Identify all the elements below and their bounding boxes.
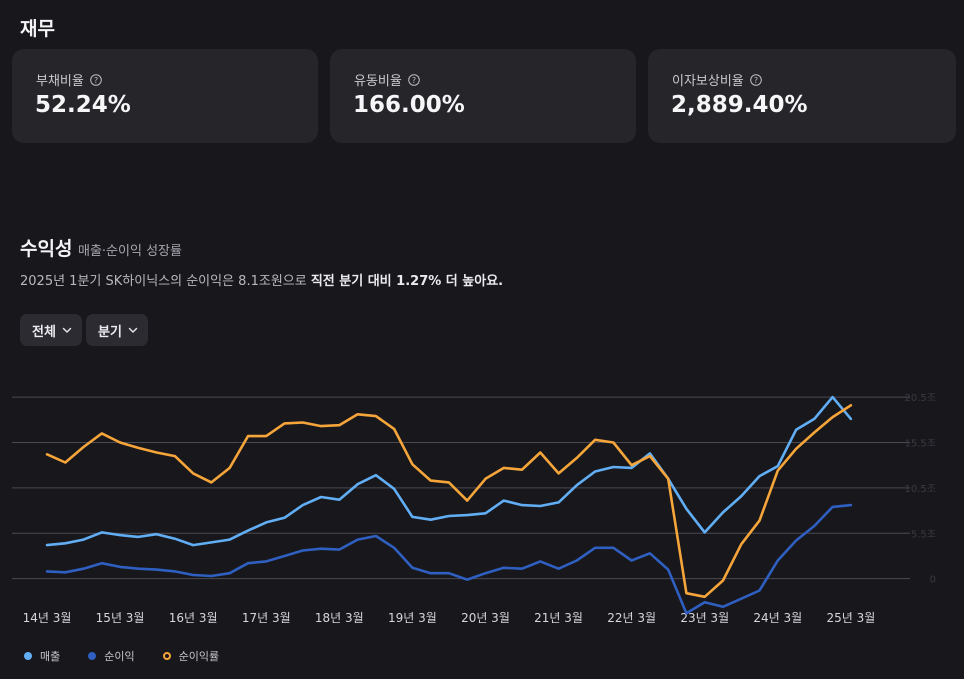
x-tick-label: 17년 3월 [242,611,291,625]
description-highlight: 직전 분기 대비 1.27% 더 높아요. [310,274,504,289]
chevron-down-icon [62,327,72,333]
help-icon[interactable]: ? [749,73,762,86]
help-icon[interactable]: ? [408,73,420,86]
series-line-net-income[interactable] [45,503,853,615]
revenue-dot-icon [24,652,32,660]
x-tick-label: 15년 3월 [96,611,145,625]
legend-item-net-income[interactable]: 순이익 [88,648,135,664]
help-icon[interactable]: ? [90,73,102,86]
x-tick-label: 18년 3월 [315,611,364,625]
profitability-description: 2025년 1분기 SK하이닉스의 순이익은 8.1조원으로 직전 분기 대비 … [20,270,503,289]
legend-label-net-income: 순이익 [104,650,135,663]
y-tick-label: 15.5조 [905,438,936,449]
y-tick-label: 5.5조 [911,529,936,540]
description-text: 2025년 1분기 SK하이닉스의 순이익은 8.1조원으로 [20,274,311,289]
debt-ratio-card: 부채비율 ? 52.24% [12,49,318,143]
svg-text:?: ? [412,76,416,85]
chevron-down-icon [128,327,138,333]
scope-dropdown-label: 전체 [32,324,56,340]
chart-gridlines [12,396,910,580]
legend-label-net-margin: 순이익률 [178,650,220,663]
net-income-dot-icon [88,652,97,660]
chart-y-ticks: 20.5조 15.5조 10.5조 5.5조 0 [905,393,936,586]
svg-text:?: ? [754,76,758,85]
legend-item-revenue[interactable]: 매출 [24,648,60,664]
period-dropdown-label: 분기 [98,324,122,340]
current-ratio-card: 유동비율 ? 166.00% [330,49,636,143]
finance-section-title: 재무 [20,18,55,40]
y-tick-label: 10.5조 [905,484,936,495]
chart-series [45,395,853,615]
profitability-title: 수익성 [20,238,73,260]
current-ratio-label: 유동비율 [354,74,402,89]
x-tick-label: 21년 3월 [534,611,583,625]
debt-ratio-value: 52.24% [35,92,131,118]
x-tick-label: 14년 3월 [23,611,72,625]
x-tick-label: 16년 3월 [169,611,218,625]
legend-item-net-margin[interactable]: 순이익률 [162,648,220,664]
svg-text:?: ? [94,76,98,85]
scope-dropdown[interactable]: 전체 [20,314,82,346]
profitability-subtitle: 매출·순이익 성장률 [78,244,182,259]
net-margin-ring-icon [162,652,171,660]
interest-coverage-label: 이자보상비율 [672,74,744,89]
interest-coverage-value: 2,889.40% [671,92,808,118]
chart-x-ticks: 14년 3월 15년 3월 16년 3월 17년 3월 18년 3월 19년 3월 20년 … [23,611,876,625]
legend-label-revenue: 매출 [40,650,61,663]
y-tick-label: 0 [930,575,936,586]
interest-coverage-card: 이자보상비율 ? 2,889.40% [648,49,956,143]
chart-legend: 매출 순이익 순이익률 [24,648,247,664]
x-tick-label: 22년 3월 [607,611,656,625]
debt-ratio-label: 부채비율 [36,74,84,89]
finance-cards: 부채비율 ? 52.24% 유동비율 ? 166.00% 이자보상비율 ? 2,… [12,49,956,143]
current-ratio-value: 166.00% [353,92,465,118]
x-tick-label: 25년 3월 [826,611,875,625]
x-tick-label: 24년 3월 [753,611,802,625]
series-line-net-margin[interactable] [45,403,853,599]
period-dropdown[interactable]: 분기 [86,314,148,346]
x-tick-label: 19년 3월 [388,611,437,625]
y-tick-label: 20.5조 [905,393,936,404]
x-tick-label: 23년 3월 [680,611,729,625]
series-line-revenue[interactable] [45,395,853,547]
x-tick-label: 20년 3월 [461,611,510,625]
